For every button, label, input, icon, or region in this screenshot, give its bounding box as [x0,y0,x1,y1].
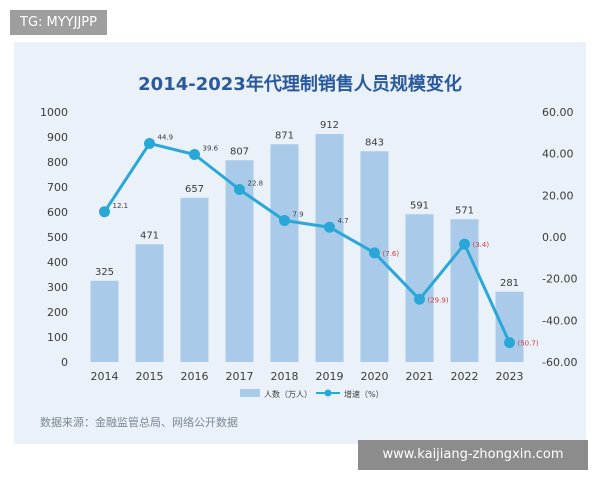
bar-label-2022: 571 [455,205,474,216]
overlay-tag: TG: MYYJJPP [10,10,107,35]
bar-label-2018: 871 [275,130,294,141]
growth-label-2023: (50.7) [518,340,539,348]
chart-title: 2014-2023年代理制销售人员规模变化 [138,74,462,95]
bar-2014 [90,280,119,362]
bar-2019 [315,134,344,362]
bar-label-2020: 843 [365,137,384,148]
growth-point-2021 [414,293,425,305]
growth-point-2015 [144,137,155,149]
bar-label-2023: 281 [500,278,519,289]
growth-label-2016: 39.6 [203,145,219,153]
y-tick-300: 300 [47,281,68,294]
x-tick-2018: 2018 [271,370,299,383]
legend-line-label: 增速（%） [344,389,384,399]
x-tick-2015: 2015 [136,370,164,383]
x-tick-2021: 2021 [406,370,434,383]
growth-label-2022: (3.4) [473,241,490,249]
chart-panel [14,42,586,444]
x-tick-2016: 2016 [181,370,209,383]
x-tick-2022: 2022 [451,370,479,383]
x-tick-2019: 2019 [316,370,344,383]
growth-label-2020: (7.6) [383,250,400,258]
growth-label-2018: 7.9 [293,211,304,219]
y2-tick--20.00: -20.00 [542,273,577,286]
y2-tick-60.00: 60.00 [542,106,574,119]
growth-point-2016 [189,149,200,160]
growth-point-2022 [459,238,470,250]
growth-point-2023 [504,337,515,349]
growth-point-2014 [99,206,110,218]
y-tick-200: 200 [47,306,68,319]
bar-2023 [495,291,524,362]
data-source-note: 数据来源：金融监管总局、网络公开数据 [40,416,238,429]
watermark: www.kaijiang-zhongxin.com [358,440,588,470]
y-tick-600: 600 [47,206,68,219]
growth-label-2021: (29.9) [428,296,449,304]
y2-tick-40.00: 40.00 [542,148,574,161]
bar-label-2015: 471 [140,230,159,241]
x-tick-2017: 2017 [226,370,254,383]
growth-label-2017: 22.8 [248,180,264,188]
growth-point-2019 [324,221,335,233]
legend-bar-swatch [240,389,260,397]
bar-label-2017: 807 [230,146,249,157]
y-tick-0: 0 [61,356,68,369]
growth-point-2017 [234,184,245,195]
y2-tick-20.00: 20.00 [542,189,574,202]
growth-label-2014: 12.1 [113,202,129,210]
y2-tick-0.00: 0.00 [542,231,567,244]
y-tick-400: 400 [47,256,68,269]
legend-bar-label: 人数（万人） [264,389,312,399]
bar-2016 [180,197,209,362]
y-tick-500: 500 [47,231,68,244]
legend-line-marker [324,389,332,397]
growth-point-2018 [279,215,290,227]
y2-tick--60.00: -60.00 [542,356,577,369]
bar-label-2016: 657 [185,184,204,195]
y-tick-700: 700 [47,181,68,194]
growth-line [103,141,511,344]
y2-tick--40.00: -40.00 [542,314,577,327]
bar-label-2014: 325 [95,267,114,278]
growth-label-2015: 44.9 [158,133,174,141]
bar-label-2019: 912 [320,120,339,131]
x-tick-2014: 2014 [91,370,119,383]
growth-label-2019: 4.7 [338,217,349,225]
y-tick-800: 800 [47,156,68,169]
bar-2015 [135,244,164,362]
x-tick-2020: 2020 [361,370,389,383]
bar-label-2021: 591 [410,200,429,211]
x-tick-2023: 2023 [496,370,524,383]
y-tick-900: 900 [47,131,68,144]
bar-2018 [270,144,299,362]
y-tick-1000: 1000 [40,106,68,119]
y-tick-100: 100 [47,331,68,344]
growth-point-2020 [369,247,380,259]
